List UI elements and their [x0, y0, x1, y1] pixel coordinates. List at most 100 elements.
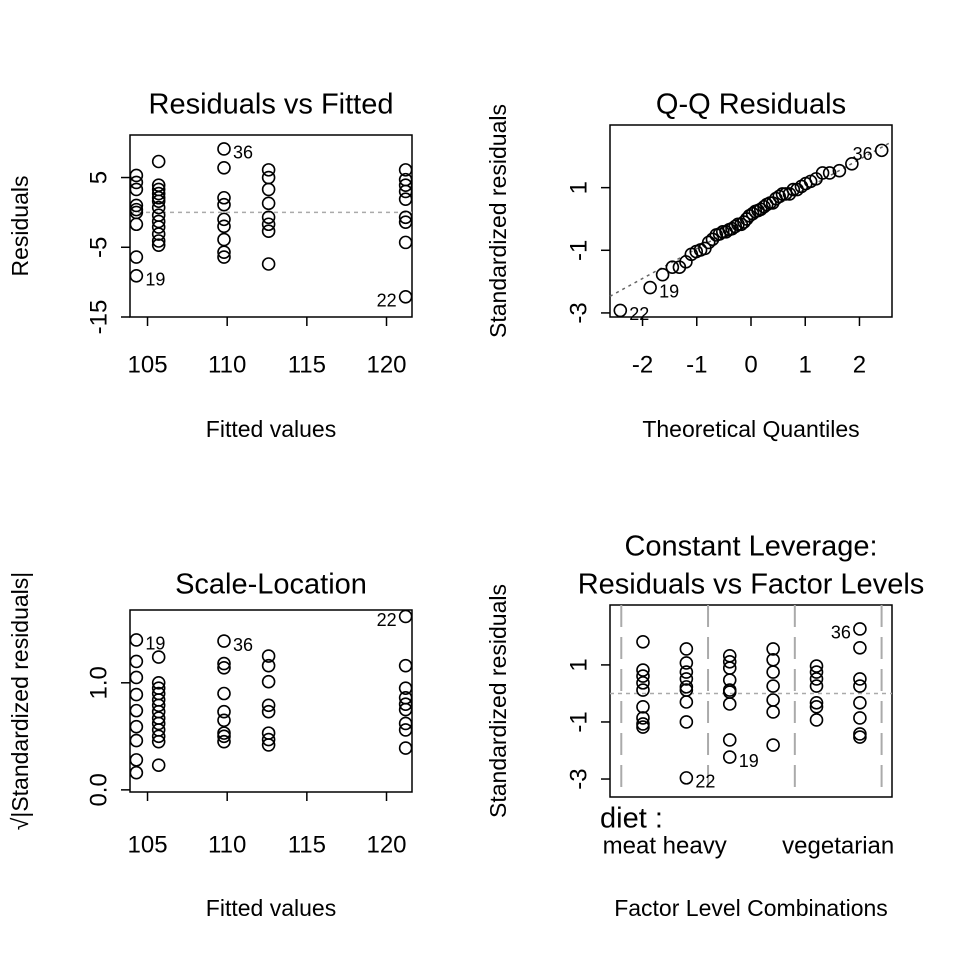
y-tick-label: 0.0	[85, 773, 112, 806]
point	[665, 260, 680, 274]
point	[217, 726, 231, 740]
point	[766, 665, 780, 679]
point-label: 22	[695, 772, 715, 792]
point	[151, 650, 166, 664]
x-tick-label: 115	[288, 831, 326, 858]
point	[853, 672, 867, 686]
point	[655, 267, 670, 282]
x-tick-label: 115	[288, 351, 326, 378]
point	[809, 713, 824, 727]
point	[151, 758, 166, 773]
point-label: 19	[739, 751, 759, 771]
point	[636, 700, 650, 714]
point	[398, 716, 413, 731]
point-label: 36	[831, 623, 851, 643]
point	[217, 729, 231, 744]
point	[809, 672, 824, 686]
point	[398, 163, 413, 177]
point-label: 19	[659, 281, 679, 301]
point	[809, 665, 824, 679]
point	[398, 178, 413, 193]
point	[151, 698, 166, 713]
point	[778, 187, 793, 201]
point	[151, 675, 166, 690]
point	[809, 679, 824, 693]
point-label: 19	[145, 270, 165, 290]
point	[217, 634, 231, 648]
point	[782, 187, 797, 201]
point	[809, 696, 824, 710]
chart-title: Residuals vs Fitted	[149, 89, 394, 121]
point	[129, 250, 144, 264]
point	[845, 157, 859, 171]
point	[217, 232, 231, 247]
point	[217, 160, 231, 175]
x-tick-label: 110	[208, 831, 246, 858]
point	[129, 753, 144, 767]
point	[679, 771, 694, 785]
x-tick-label: 105	[128, 831, 168, 858]
point	[261, 649, 276, 663]
point	[129, 198, 144, 213]
point	[151, 186, 166, 201]
point	[151, 234, 166, 248]
y-tick-label: 1	[565, 181, 592, 194]
x-tick-label: 105	[128, 351, 168, 378]
point	[261, 210, 276, 225]
point	[217, 142, 231, 156]
point	[217, 656, 231, 671]
point	[129, 182, 144, 197]
point	[398, 184, 413, 199]
point-label: 19	[145, 634, 165, 654]
point	[679, 715, 694, 729]
point	[398, 210, 413, 225]
point	[766, 705, 780, 719]
point	[261, 704, 276, 719]
point	[786, 182, 801, 197]
x-axis-label: Theoretical Quantiles	[642, 416, 859, 442]
point	[129, 217, 144, 232]
point-label: 36	[233, 635, 253, 655]
point	[217, 661, 231, 675]
point	[398, 289, 413, 304]
point	[701, 235, 716, 250]
point	[722, 750, 737, 764]
point	[853, 730, 867, 744]
y-tick-label: 1.0	[85, 666, 112, 699]
point	[261, 257, 276, 271]
point	[261, 732, 276, 747]
x-tick-label: 1	[799, 351, 812, 378]
point	[261, 658, 276, 673]
point	[398, 215, 413, 229]
point	[636, 720, 650, 734]
y-tick-label: -1	[565, 240, 592, 261]
point	[636, 669, 650, 683]
point	[151, 716, 166, 731]
point	[217, 219, 231, 234]
x-tick-label: 120	[366, 351, 406, 378]
point	[217, 686, 231, 701]
x-tick-label: -2	[632, 351, 653, 378]
point	[809, 700, 824, 714]
point	[832, 163, 847, 178]
x-tick-label: 2	[853, 351, 866, 378]
point	[217, 713, 231, 728]
point	[643, 280, 657, 295]
point	[679, 642, 694, 656]
point	[217, 734, 231, 749]
point	[151, 227, 166, 241]
x-tick-label: 0	[744, 351, 757, 378]
point	[679, 672, 694, 686]
y-tick-label: 5	[85, 171, 112, 184]
point	[636, 663, 650, 677]
point	[398, 235, 413, 250]
point	[129, 654, 144, 669]
point	[129, 719, 144, 734]
point	[398, 658, 413, 673]
point	[261, 674, 276, 689]
point	[815, 166, 830, 180]
point	[151, 729, 166, 744]
point	[217, 245, 231, 259]
point-label: 36	[853, 144, 873, 164]
